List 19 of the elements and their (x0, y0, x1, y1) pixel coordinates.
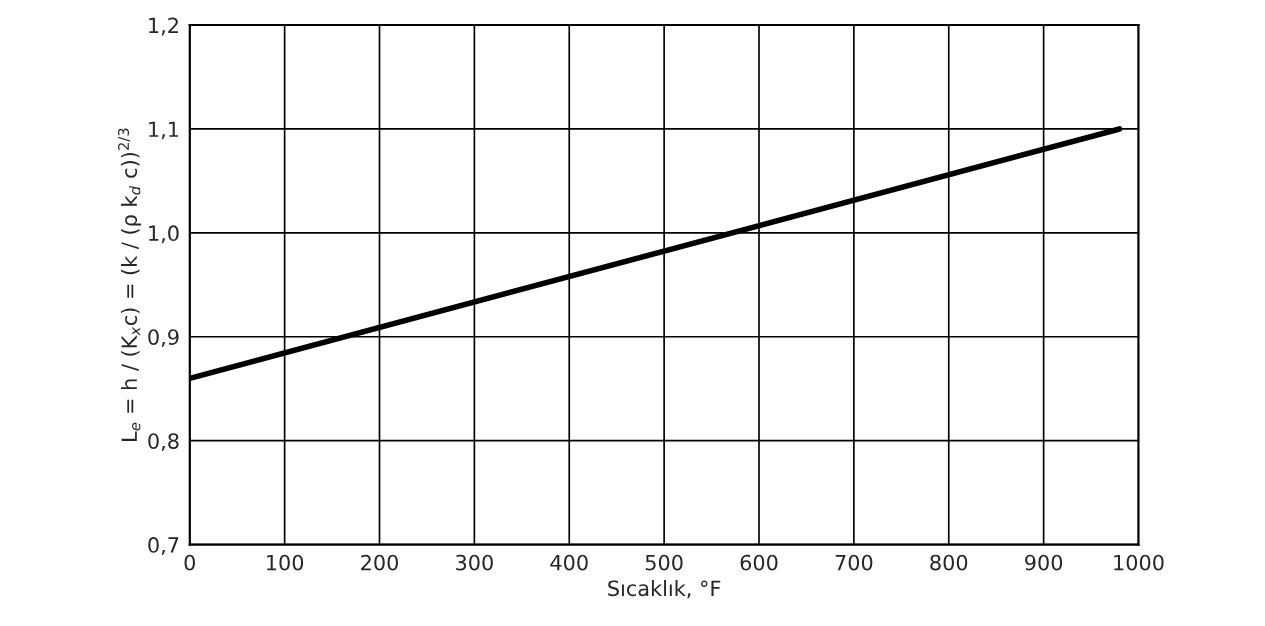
x-tick-label: 800 (930, 554, 968, 571)
x-tick-label: 900 (1025, 554, 1063, 571)
x-tick-label: 400 (550, 554, 588, 571)
y-tick-label: 0,8 (148, 433, 179, 452)
x-axis-title: Sıcaklık, °F (608, 580, 721, 599)
x-tick-label: 300 (456, 554, 493, 571)
x-tick-label: 0 (184, 554, 195, 571)
y-tick-label: 0,7 (148, 537, 179, 555)
y-axis-title: L$_{e}$ = h / (K$_{x}$c) = (k / (ρ k$_{d}$ c))$^{2/3}$ (118, 128, 142, 441)
y-tick-label: 1,1 (149, 121, 179, 140)
x-tick-label: 200 (361, 554, 398, 571)
y-tick-label: 0,9 (148, 329, 179, 348)
x-tick-label: 100 (267, 554, 304, 571)
y-tick-label: 1,0 (149, 225, 179, 244)
x-tick-label: 700 (835, 554, 873, 571)
y-tick-label: 1,2 (149, 17, 178, 36)
x-tick-label: 600 (740, 554, 778, 571)
x-tick-label: 500 (645, 554, 683, 571)
x-tick-label: 1000 (1114, 554, 1164, 571)
